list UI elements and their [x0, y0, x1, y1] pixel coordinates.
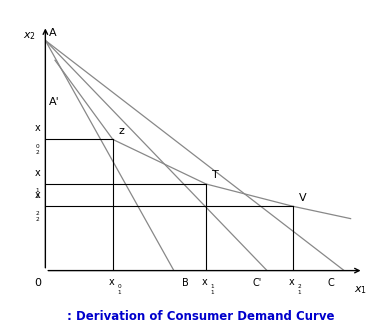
Text: z: z: [119, 126, 124, 136]
Text: 0: 0: [34, 278, 41, 288]
Text: x: x: [288, 277, 294, 287]
Text: C: C: [328, 278, 335, 288]
Text: x: x: [201, 277, 207, 287]
Text: x: x: [35, 168, 40, 178]
Text: T: T: [212, 170, 218, 180]
Text: B: B: [182, 278, 189, 288]
Text: $^2_1$: $^2_1$: [297, 282, 302, 297]
Text: $^0_2$: $^0_2$: [35, 142, 40, 157]
Text: x: x: [35, 190, 40, 200]
Text: A: A: [49, 28, 57, 38]
Text: : Derivation of Consumer Demand Curve: : Derivation of Consumer Demand Curve: [67, 311, 334, 323]
Text: C': C': [253, 278, 262, 288]
Text: V: V: [299, 192, 306, 203]
Text: $^0_1$: $^0_1$: [116, 282, 122, 297]
Text: x: x: [35, 123, 40, 133]
Text: $x_2$: $x_2$: [23, 30, 36, 42]
Text: $x_1$: $x_1$: [354, 284, 367, 296]
Text: $^1_2$: $^1_2$: [35, 186, 40, 201]
Text: $^1_1$: $^1_1$: [210, 282, 215, 297]
Text: x: x: [108, 277, 114, 287]
Text: $^2_2$: $^2_2$: [35, 209, 40, 224]
Text: A': A': [49, 97, 60, 107]
